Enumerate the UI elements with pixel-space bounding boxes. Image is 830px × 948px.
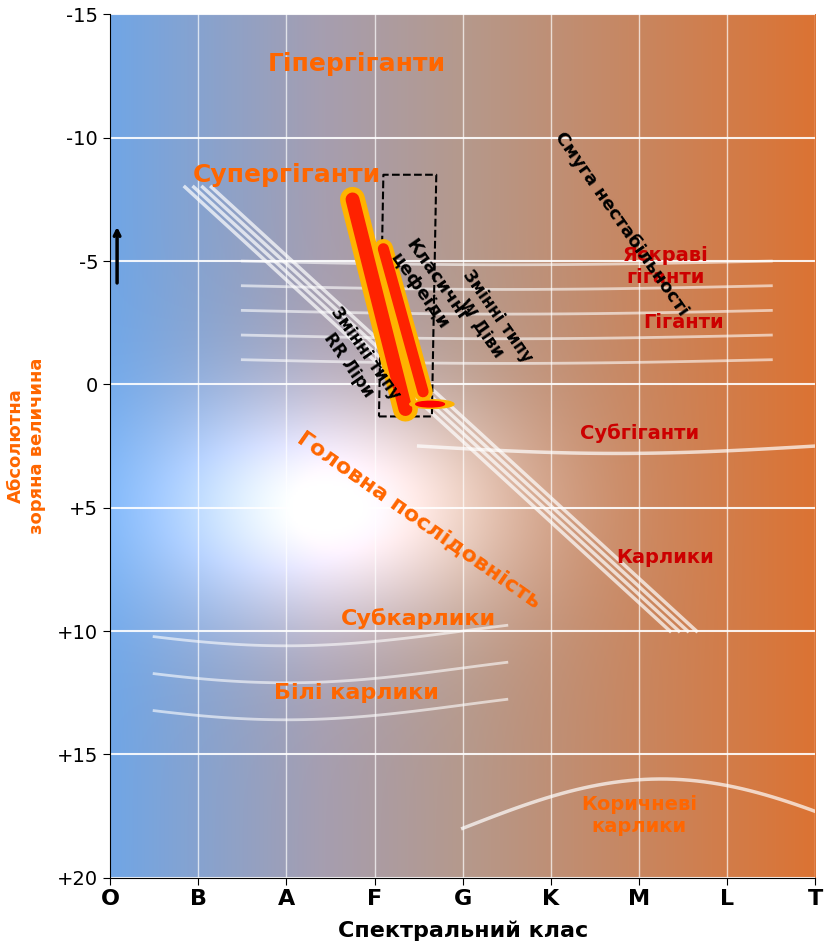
Text: Класичні
цефеїди: Класичні цефеїди <box>384 236 471 336</box>
Text: Змінні типу
W Діви: Змінні типу W Діви <box>442 267 536 378</box>
Text: Змінні типу
RR Ліри: Змінні типу RR Ліри <box>310 304 404 415</box>
Text: Гіганти: Гіганти <box>643 313 724 332</box>
Y-axis label: Абсолютна
зоряна величина: Абсолютна зоряна величина <box>7 357 46 535</box>
Text: Субгіганти: Субгіганти <box>579 424 699 444</box>
Text: Яскраві
гіганти: Яскраві гіганти <box>622 246 709 286</box>
Text: Коричневі
карлики: Коричневі карлики <box>581 795 697 836</box>
Ellipse shape <box>410 400 454 409</box>
Text: Головна послідовність: Головна послідовність <box>293 428 544 612</box>
Text: Субкарлики: Субкарлики <box>341 609 496 629</box>
Text: Супергіганти: Супергіганти <box>193 163 380 187</box>
X-axis label: Спектральний клас: Спектральний клас <box>338 921 588 941</box>
Ellipse shape <box>416 401 444 407</box>
Text: Смуга нестабільності: Смуга нестабільності <box>551 129 692 319</box>
Text: Білі карлики: Білі карлики <box>275 683 439 702</box>
Text: Карлики: Карлики <box>617 548 715 567</box>
Text: Гіпергіганти: Гіпергіганти <box>268 52 446 76</box>
